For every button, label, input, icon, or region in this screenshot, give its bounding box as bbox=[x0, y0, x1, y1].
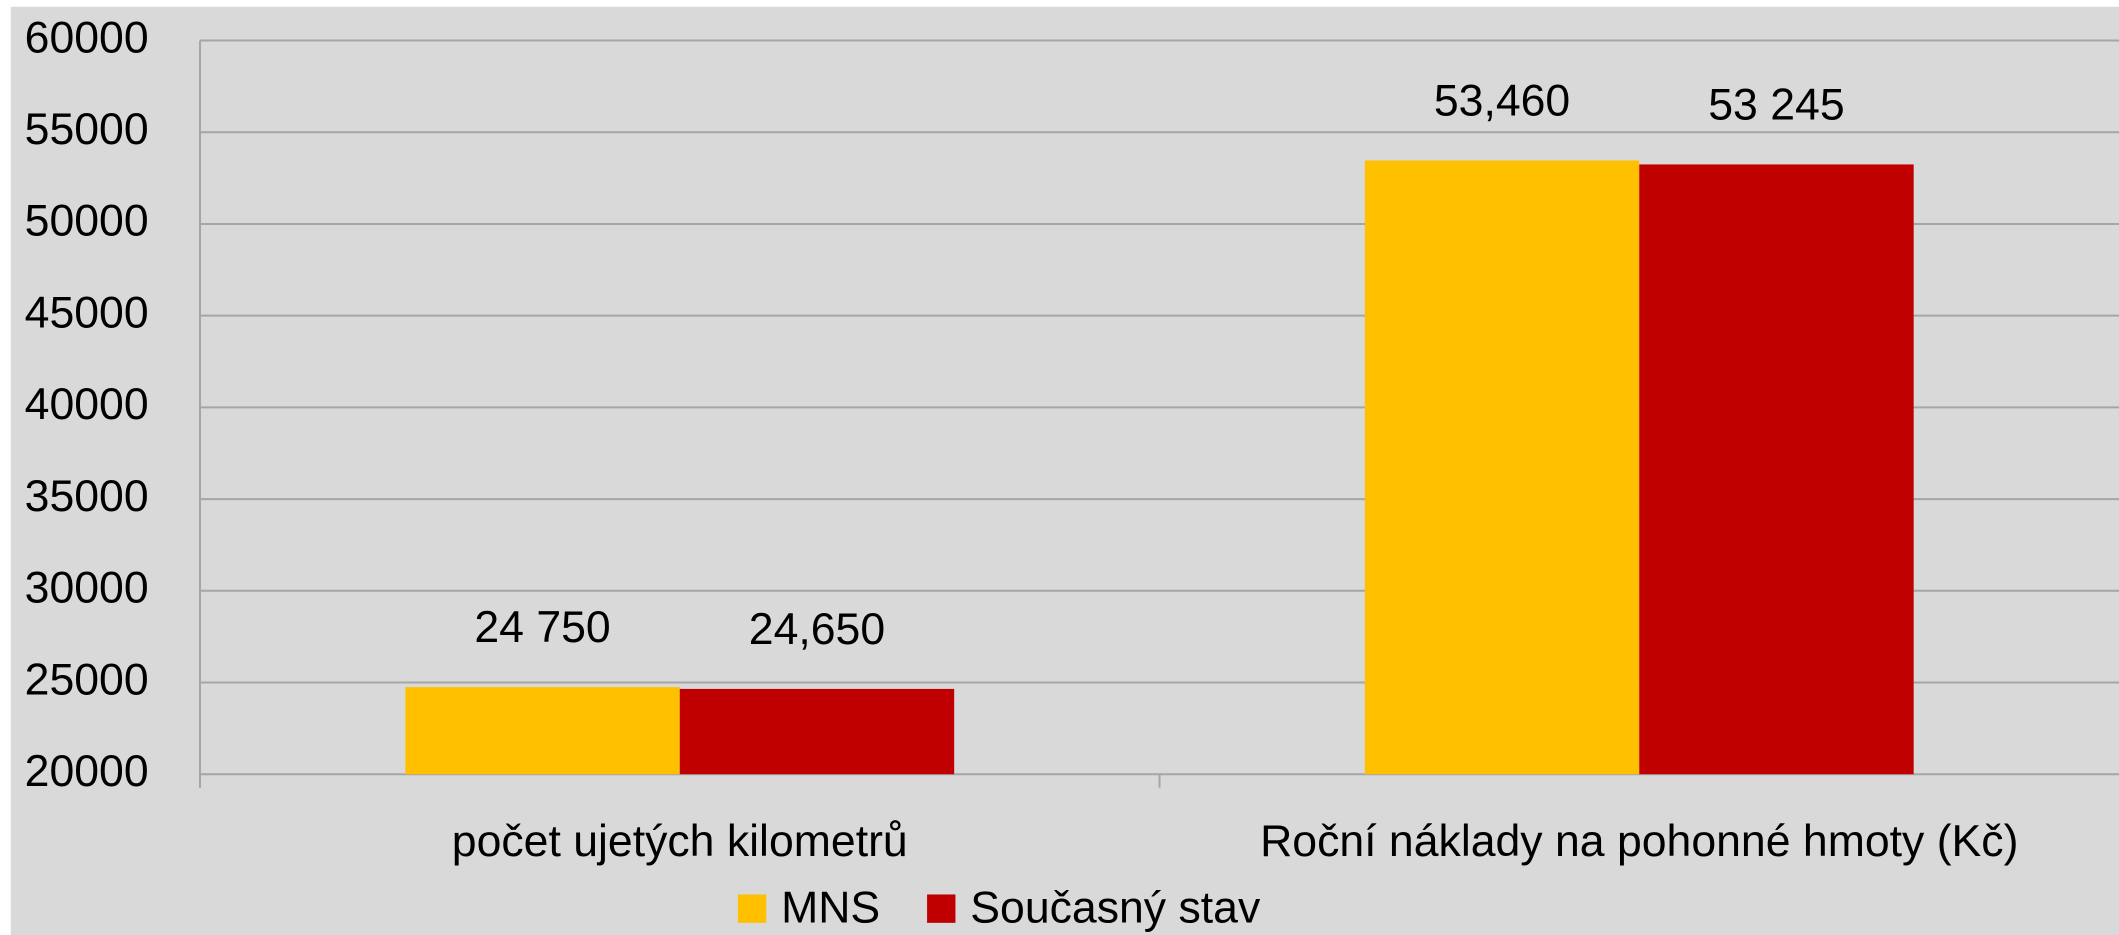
data-label: 53,460 bbox=[1434, 77, 1570, 126]
y-tick-label: 40000 bbox=[25, 380, 149, 429]
legend-swatch bbox=[927, 894, 956, 923]
bar bbox=[679, 688, 955, 775]
y-tick-label: 25000 bbox=[25, 655, 149, 704]
bar bbox=[1639, 164, 1914, 775]
y-tick-label: 35000 bbox=[25, 472, 149, 521]
y-tick-label: 50000 bbox=[25, 197, 149, 246]
legend-label: Současný stav bbox=[970, 883, 1261, 932]
x-tick-label: Roční náklady na pohonné hmoty (Kč) bbox=[1260, 817, 2018, 866]
data-label: 24,650 bbox=[749, 605, 885, 654]
legend-swatch bbox=[737, 894, 767, 923]
y-tick-label: 45000 bbox=[25, 288, 149, 337]
legend-label: MNS bbox=[781, 883, 880, 932]
bar bbox=[405, 687, 680, 775]
y-tick-label: 20000 bbox=[25, 747, 149, 796]
y-tick-label: 55000 bbox=[25, 105, 149, 154]
y-tick-label: 60000 bbox=[25, 13, 149, 62]
data-label: 53 245 bbox=[1708, 80, 1844, 129]
x-tick-label: počet ujetých kilometrů bbox=[452, 817, 908, 866]
y-tick-label: 30000 bbox=[25, 564, 149, 613]
bar bbox=[1364, 160, 1640, 775]
data-label: 24 750 bbox=[474, 603, 610, 652]
